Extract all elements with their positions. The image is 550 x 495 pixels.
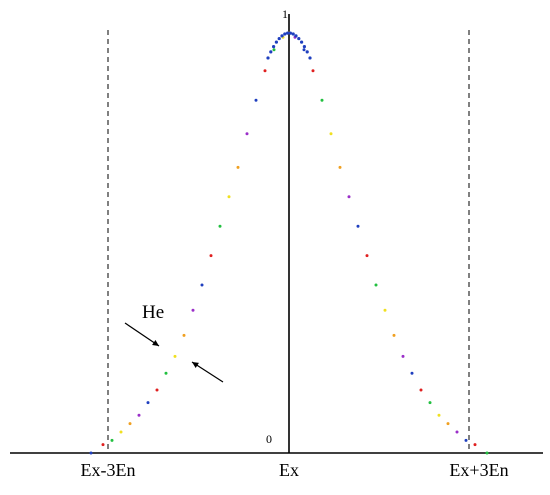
x-tick-right-label: Ex+3En bbox=[449, 460, 508, 480]
he-arrow-left bbox=[124, 322, 160, 347]
scatter-point bbox=[277, 36, 281, 41]
scatter-point bbox=[455, 430, 459, 434]
scatter-points-layer bbox=[89, 31, 489, 455]
scatter-point bbox=[209, 254, 213, 258]
scatter-point bbox=[286, 31, 290, 35]
scatter-point bbox=[410, 371, 414, 375]
he-arrow-left-line bbox=[124, 322, 160, 347]
scatter-point bbox=[164, 371, 168, 375]
scatter-point bbox=[146, 401, 150, 405]
scatter-point bbox=[101, 443, 105, 447]
scatter-point bbox=[320, 98, 324, 102]
scatter-point bbox=[266, 56, 270, 60]
scatter-point bbox=[280, 34, 284, 38]
scatter-point bbox=[383, 308, 387, 312]
scatter-point bbox=[274, 40, 278, 44]
scatter-point bbox=[110, 438, 114, 442]
scatter-point bbox=[236, 165, 240, 169]
scatter-point bbox=[365, 254, 369, 258]
y-tick-0-label: 0 bbox=[266, 432, 272, 446]
he-arrow-right-head bbox=[192, 362, 199, 368]
scatter-point bbox=[401, 354, 405, 358]
scatter-point bbox=[356, 224, 360, 228]
scatter-point bbox=[300, 40, 304, 44]
scatter-point bbox=[329, 132, 333, 136]
scatter-point bbox=[119, 430, 123, 434]
scatter-point bbox=[428, 401, 432, 405]
scatter-point bbox=[155, 388, 159, 392]
scatter-point bbox=[473, 443, 477, 447]
scatter-point bbox=[291, 32, 295, 36]
scatter-point bbox=[227, 195, 231, 199]
scatter-point bbox=[182, 333, 186, 337]
chart-guides bbox=[10, 14, 543, 454]
annotation-layer: He bbox=[124, 302, 224, 383]
scatter-point bbox=[464, 438, 468, 442]
annotation-he-label: He bbox=[142, 302, 164, 323]
scatter-point bbox=[338, 165, 342, 169]
scatter-point bbox=[245, 132, 249, 136]
scatter-point bbox=[191, 308, 195, 312]
scatter-point bbox=[305, 50, 309, 54]
scatter-point bbox=[374, 283, 378, 287]
scatter-point bbox=[254, 98, 258, 102]
y-tick-1-label: 1 bbox=[282, 7, 288, 21]
scatter-point bbox=[302, 45, 306, 49]
scatter-point bbox=[89, 451, 93, 455]
x-tick-center-label: Ex bbox=[279, 460, 299, 480]
scatter-point bbox=[437, 413, 441, 417]
scatter-point bbox=[173, 354, 177, 358]
scatter-point bbox=[392, 333, 396, 337]
scatter-point bbox=[347, 195, 351, 199]
scatter-point bbox=[446, 422, 450, 426]
scatter-point bbox=[419, 388, 423, 392]
he-arrow-right bbox=[191, 361, 224, 383]
scatter-point bbox=[218, 224, 222, 228]
scatter-point bbox=[283, 32, 287, 36]
scatter-point bbox=[311, 69, 315, 73]
scatter-point bbox=[200, 283, 204, 287]
scatter-point bbox=[302, 48, 306, 52]
scatter-point bbox=[137, 413, 141, 417]
scatter-point bbox=[272, 45, 276, 49]
scatter-point bbox=[263, 69, 267, 73]
scatter-point bbox=[272, 48, 276, 52]
scatter-point bbox=[297, 36, 301, 41]
label-layer: 0 1 Ex-3En Ex Ex+3En bbox=[81, 7, 509, 480]
scatter-point bbox=[485, 451, 489, 455]
scatter-point bbox=[294, 34, 298, 38]
scatter-point bbox=[269, 50, 273, 54]
scatter-point bbox=[128, 422, 132, 426]
scatter-point bbox=[308, 56, 312, 60]
x-tick-left-label: Ex-3En bbox=[81, 460, 136, 480]
he-arrow-left-head bbox=[152, 339, 159, 346]
scatter-point bbox=[288, 31, 292, 35]
